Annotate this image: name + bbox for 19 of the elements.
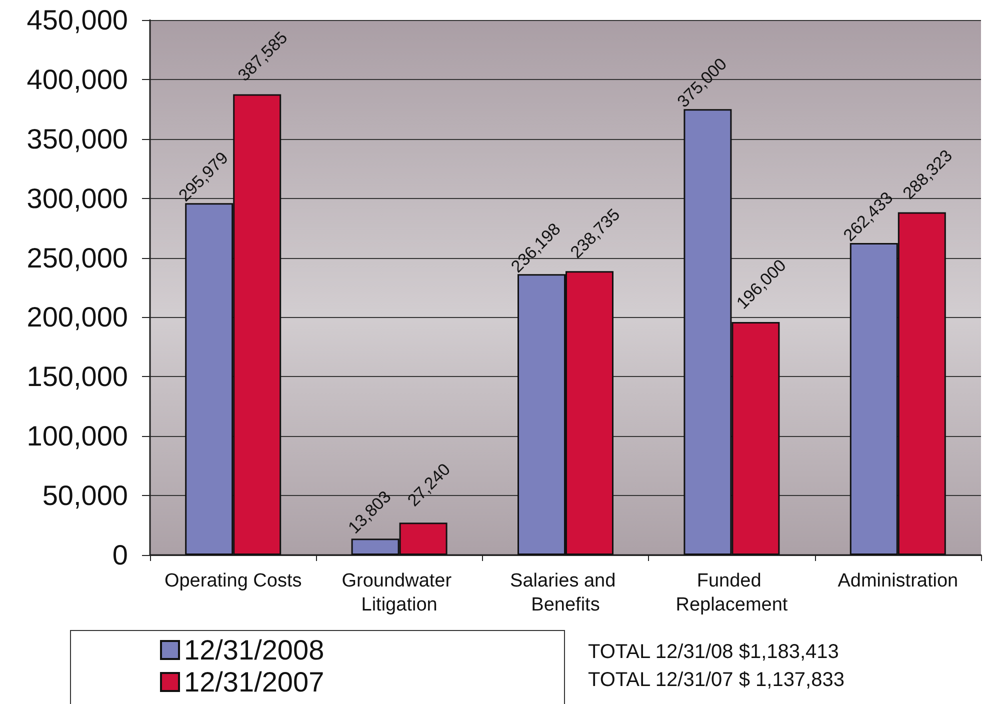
x-tick-label: Salaries and Benefits — [510, 570, 621, 616]
text: TOTAL 12/31/07 $ 1,137,833 — [588, 669, 844, 691]
y-tick-label: 450,000 — [26, 4, 128, 36]
y-tick-label: 50,000 — [42, 480, 128, 512]
y-tick-label: 0 — [112, 540, 128, 570]
y-tick-label: 400,000 — [26, 64, 128, 95]
y-tick-label: 300,000 — [26, 182, 128, 214]
text: TOTAL 12/31/08 $1,183,413 — [588, 641, 839, 663]
y-tick-label: 200,000 — [26, 302, 128, 333]
legend-label: 12/31/2007 — [184, 666, 324, 698]
y-tick-label: 100,000 — [26, 420, 128, 452]
x-tick-label: Administration — [838, 570, 958, 592]
x-tick-label: Operating Costs — [164, 570, 302, 592]
y-tick-label: 150,000 — [26, 361, 128, 392]
y-tick-label: 350,000 — [26, 123, 128, 154]
x-tick-label: Groundwater Litigation — [342, 570, 457, 616]
x-tick-label: Funded Replacement — [676, 570, 788, 616]
y-tick-label: 250,000 — [26, 242, 128, 274]
legend-label: 12/31/2008 — [184, 634, 324, 666]
